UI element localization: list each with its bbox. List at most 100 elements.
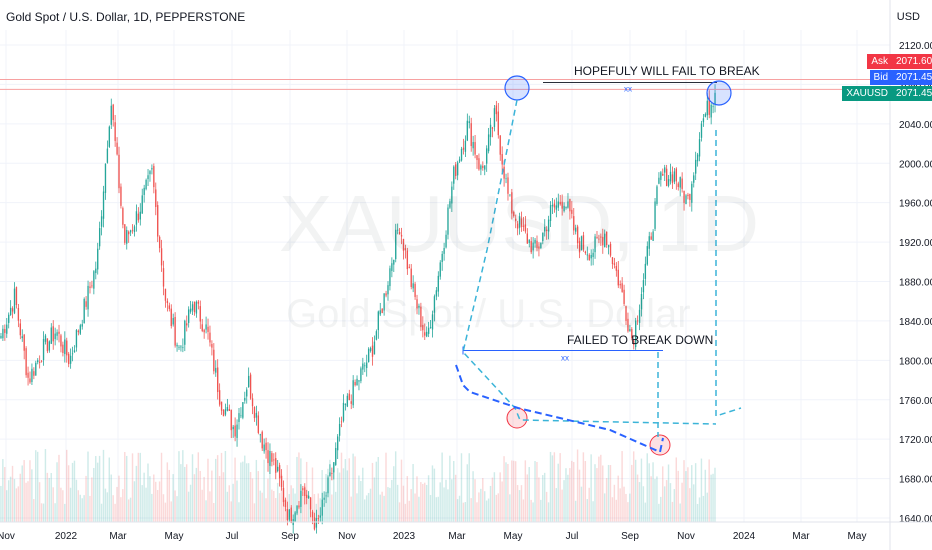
volume-bar xyxy=(112,495,114,522)
candle-body xyxy=(495,105,498,115)
candle-body xyxy=(27,372,29,378)
candle-body xyxy=(580,236,583,251)
name-watermark: Gold Spot / U.S. Dollar xyxy=(286,292,691,336)
candle-body xyxy=(387,285,389,295)
candle-body xyxy=(462,147,465,150)
quote-tag-xauusd-value: 2071.45 xyxy=(892,86,932,101)
volume-bar xyxy=(685,471,687,522)
candle-body xyxy=(184,320,186,345)
candle-body xyxy=(710,104,712,118)
candle-body xyxy=(13,288,16,314)
candle-body xyxy=(102,191,105,219)
volume-bar xyxy=(278,493,281,522)
volume-bar xyxy=(160,452,163,522)
candle-body xyxy=(520,218,523,227)
candle-body xyxy=(557,201,559,208)
bottom-annotation-text: FAILED TO BREAK DOWN xyxy=(567,333,714,347)
volume-bar xyxy=(344,459,347,522)
candle-body xyxy=(131,229,134,231)
candle-body xyxy=(2,328,4,339)
volume-bar xyxy=(87,451,89,522)
volume-bar xyxy=(596,468,598,522)
volume-bar xyxy=(582,452,585,522)
volume-bar xyxy=(443,487,445,522)
volume-bar xyxy=(420,482,422,522)
candle-body xyxy=(317,518,320,519)
candle-body xyxy=(484,165,486,170)
candle-body xyxy=(545,229,548,231)
candle-body xyxy=(166,300,169,304)
volume-bar xyxy=(189,484,192,522)
projection-right-path xyxy=(715,130,742,418)
volume-bar xyxy=(483,491,486,522)
volume-bar xyxy=(476,502,478,522)
chart-title[interactable]: Gold Spot / U.S. Dollar, 1D, PEPPERSTONE xyxy=(6,10,246,24)
volume-bar xyxy=(578,469,581,522)
candle-body xyxy=(516,223,519,229)
volume-bar xyxy=(184,466,186,522)
time-axis[interactable]: Nov 2022 Mar May Jul Sep Nov 2023 Mar May Jul Sep No… xyxy=(0,521,932,542)
volume-bar xyxy=(261,492,263,522)
candle-body xyxy=(203,329,205,333)
candle-body xyxy=(534,239,536,244)
volume-bar xyxy=(342,468,345,522)
candle-body xyxy=(193,301,196,313)
quote-tag-ask-value: 2071.60 xyxy=(892,54,932,69)
candle-body xyxy=(58,331,60,334)
candle-body xyxy=(658,177,660,184)
volume-bar xyxy=(106,492,109,522)
candle-body xyxy=(265,442,267,451)
volume-bar xyxy=(700,458,703,522)
candle-body xyxy=(609,243,612,256)
time-tick-label: Sep xyxy=(621,531,639,542)
volume-bar xyxy=(46,472,49,522)
candle-body xyxy=(424,332,426,336)
volume-bar xyxy=(195,467,198,522)
candle-body xyxy=(249,374,252,399)
candle-body xyxy=(677,183,679,188)
volume-bar xyxy=(67,465,70,522)
volume-bar xyxy=(207,458,209,522)
candle-body xyxy=(602,236,604,246)
time-tick-label: Nov xyxy=(0,531,15,542)
volume-bar xyxy=(276,482,279,522)
candle-body xyxy=(360,368,362,382)
candle-body xyxy=(220,401,223,411)
candle-body xyxy=(172,318,174,325)
candle-body xyxy=(565,206,567,208)
volume-bar xyxy=(634,459,637,522)
candle-body xyxy=(15,287,18,306)
candle-body xyxy=(447,207,449,235)
candle-body xyxy=(456,162,459,176)
candle-body xyxy=(584,251,587,254)
candle-body xyxy=(246,389,248,397)
volume-bar xyxy=(11,465,14,522)
volume-bar xyxy=(569,468,571,522)
candle-body xyxy=(613,263,616,265)
candle-body xyxy=(623,289,625,304)
time-tick-label: Mar xyxy=(448,531,466,542)
candle-body xyxy=(269,450,271,466)
volume-bar xyxy=(559,453,561,522)
candle-body xyxy=(491,127,494,129)
volume-bar xyxy=(557,463,559,522)
candle-body xyxy=(327,477,329,494)
volume-bar xyxy=(282,496,285,522)
price-tick-label: 1800.00 xyxy=(899,356,932,367)
candle-body xyxy=(555,205,558,210)
candle-body xyxy=(240,415,242,417)
bottom-circle-right xyxy=(649,434,671,456)
volume-bar xyxy=(317,493,319,522)
candle-body xyxy=(304,487,306,497)
projection-left-path xyxy=(462,99,717,425)
candle-body xyxy=(366,362,368,369)
candle-body xyxy=(91,285,93,287)
volume-bar xyxy=(514,461,517,522)
volume-bar xyxy=(571,460,573,522)
candle-body xyxy=(189,308,192,312)
volume-bar xyxy=(31,469,33,522)
volume-bar xyxy=(129,497,132,522)
volume-bar xyxy=(238,502,240,522)
candle-body xyxy=(515,218,517,221)
